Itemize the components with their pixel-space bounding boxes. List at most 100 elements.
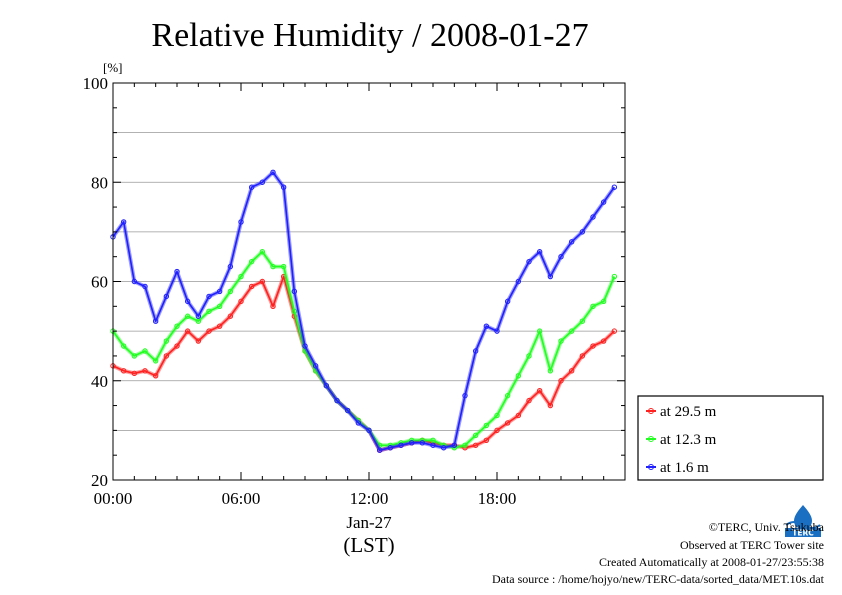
legend-label: at 1.6 m (660, 460, 709, 476)
data-point (462, 392, 468, 399)
data-point (195, 313, 202, 319)
data-point (376, 447, 383, 453)
data-point (494, 427, 500, 434)
y-axis-label: [%] (103, 60, 123, 75)
y-axis-ticks: 20 40 60 80 100 (83, 74, 625, 490)
data-point (216, 323, 223, 329)
data-point (611, 273, 618, 280)
data-point (483, 323, 490, 329)
data-point (120, 343, 127, 349)
credit-source: Data source : /home/hojyo/new/TERC-data/… (492, 572, 825, 586)
series-line (112, 171, 615, 452)
data-point (259, 278, 266, 285)
data-point (568, 368, 575, 374)
data-point (238, 273, 244, 280)
data-point (600, 338, 607, 344)
data-point (184, 313, 191, 319)
data-point (142, 283, 148, 290)
data-point (526, 258, 532, 265)
y-tick-label: 40 (91, 372, 108, 391)
data-point (568, 328, 575, 334)
data-point (206, 328, 212, 334)
logo-band (785, 528, 821, 537)
data-point (419, 440, 426, 446)
x-axis-ticks: 00:00 06:00 12:00 18:00 (94, 83, 626, 508)
data-point (163, 293, 170, 300)
data-point (163, 338, 170, 344)
legend-marker (648, 436, 654, 442)
data-point (568, 239, 575, 245)
y-tick-label: 20 (91, 471, 108, 490)
data-point (174, 343, 180, 349)
data-point (483, 437, 490, 443)
data-point (120, 368, 127, 374)
data-point (227, 263, 234, 270)
data-point (547, 368, 554, 374)
data-point (611, 184, 618, 190)
credit-site: Observed at TERC Tower site (680, 538, 824, 552)
data-point (184, 298, 191, 305)
data-point (131, 278, 138, 285)
data-point (430, 442, 436, 448)
data-point (398, 442, 404, 448)
data-point (174, 323, 180, 329)
legend-marker (648, 464, 654, 470)
data-point (558, 338, 564, 344)
data-point (334, 397, 340, 404)
data-point (483, 422, 490, 429)
data-point (494, 328, 500, 334)
data-point (408, 440, 415, 446)
series-band (111, 170, 616, 453)
data-point (600, 298, 607, 305)
data-point (515, 373, 522, 379)
data-point (227, 288, 234, 295)
data-point (131, 370, 138, 377)
data-point (280, 184, 287, 190)
data-point (579, 318, 586, 324)
x-tick-label: 00:00 (94, 489, 133, 508)
legend-item: at 12.3 m (646, 432, 717, 448)
data-point (238, 298, 244, 305)
legend-label: at 12.3 m (660, 432, 717, 448)
data-point (590, 303, 596, 310)
data-point (579, 229, 586, 235)
data-point (504, 392, 511, 399)
data-point (291, 288, 298, 295)
x-axis-date-label: Jan-27 (346, 513, 392, 532)
data-point (323, 383, 330, 389)
data-point (120, 219, 127, 225)
data-point (366, 427, 372, 434)
x-axis-label: (LST) (343, 533, 394, 557)
data-point (291, 308, 298, 314)
data-point (387, 445, 394, 451)
data-point (302, 343, 308, 349)
data-point (227, 313, 234, 319)
data-point (355, 420, 362, 426)
terc-logo: TERC (784, 503, 822, 538)
data-point (152, 318, 159, 324)
series-layer (110, 169, 618, 453)
y-tick-label: 100 (83, 74, 109, 93)
y-tick-label: 80 (91, 173, 108, 192)
data-point (494, 412, 500, 419)
data-point (142, 368, 148, 374)
data-point (195, 338, 202, 344)
data-point (248, 258, 255, 265)
data-point (536, 328, 543, 334)
data-point (248, 283, 255, 290)
data-point (600, 199, 607, 205)
data-point (504, 298, 511, 305)
data-point (430, 437, 436, 443)
data-point (440, 445, 447, 451)
data-point (184, 328, 191, 334)
data-point (472, 348, 479, 354)
data-point (163, 353, 170, 359)
data-point (590, 343, 596, 349)
data-point (152, 373, 159, 379)
data-point (312, 363, 319, 369)
credit-created: Created Automatically at 2008-01-27/23:5… (599, 555, 824, 569)
legend-label: at 29.5 m (660, 404, 717, 420)
data-point (515, 278, 522, 285)
x-tick-label: 12:00 (350, 489, 389, 508)
